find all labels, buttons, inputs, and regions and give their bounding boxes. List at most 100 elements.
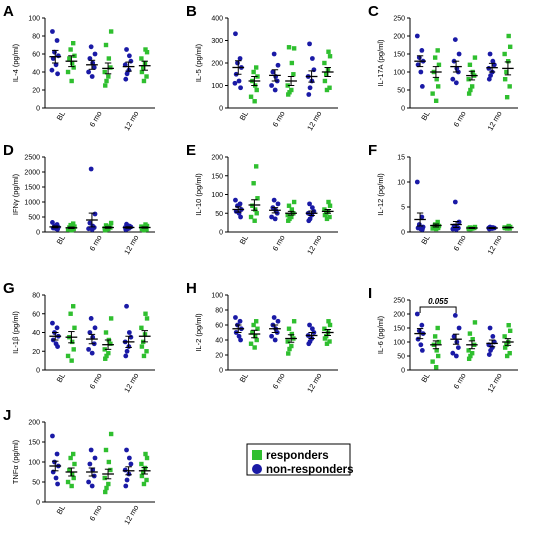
y-tick-label: 1000 [24, 200, 40, 207]
y-tick-label: 100 [28, 16, 40, 23]
point-responder [506, 323, 511, 328]
point-responder [65, 69, 71, 75]
panel-E: E 0 50 100 150 200 IL-10 (pg/ml) BL 6 mo 12 mo [186, 142, 338, 256]
panel-H: H 0 20 40 60 80 100 IL-2 (pg/ml) BL 6 mo 12 mo [186, 280, 338, 394]
y-tick-label: 40 [32, 70, 40, 77]
point-non-responder [419, 322, 425, 328]
point-non-responder [418, 342, 424, 348]
category-label: BL [419, 234, 431, 246]
point-non-responder [419, 48, 425, 53]
y-tick-label: 1500 [24, 185, 40, 192]
point-non-responder [88, 166, 94, 172]
point-responder [139, 69, 145, 75]
point-responder [285, 83, 290, 88]
y-tick-label: 150 [393, 326, 405, 333]
point-non-responder [55, 53, 61, 59]
point-non-responder [128, 58, 134, 64]
point-non-responder [126, 53, 132, 59]
y-tick-label: 0 [401, 368, 405, 375]
point-responder [286, 203, 292, 208]
point-non-responder [275, 62, 281, 68]
point-responder [251, 322, 256, 328]
point-non-responder [275, 318, 281, 324]
point-responder [141, 481, 147, 487]
point-non-responder [452, 37, 458, 42]
point-non-responder [89, 350, 95, 356]
y-axis-label: IL-6 (pg/ml) [376, 315, 385, 354]
point-responder [251, 181, 256, 186]
y-tick-label: 250 [393, 298, 405, 305]
y-tick-label: 40 [32, 330, 40, 337]
point-non-responder [487, 325, 493, 331]
category-label: BL [419, 110, 431, 122]
y-tick-label: 0 [36, 106, 40, 113]
point-responder [507, 351, 512, 356]
panel-I: I 0 50 100 150 200 250 IL-6 (pg/ml) BL 6 mo 12 mo 0… [368, 285, 518, 394]
point-responder [291, 72, 296, 77]
point-responder [470, 337, 475, 342]
point-responder [71, 65, 76, 70]
category-label: BL [55, 372, 67, 384]
point-non-responder [124, 447, 129, 453]
point-responder [432, 55, 438, 60]
point-responder [502, 51, 507, 57]
category-label: 12 mo [122, 234, 140, 257]
point-responder [436, 62, 442, 67]
point-non-responder [486, 352, 492, 357]
point-responder [144, 477, 149, 483]
y-tick-label: 100 [28, 460, 40, 467]
point-responder [69, 358, 74, 363]
y-tick-label: 40 [215, 338, 223, 345]
category-label: 6 mo [88, 110, 104, 129]
point-responder [141, 228, 147, 233]
point-responder [323, 72, 329, 77]
point-responder [69, 339, 75, 345]
point-non-responder [235, 203, 240, 209]
point-responder [253, 164, 259, 169]
point-responder [435, 325, 440, 331]
point-non-responder [86, 346, 91, 352]
point-non-responder [128, 461, 134, 467]
point-responder [69, 78, 74, 84]
point-non-responder [415, 62, 421, 68]
point-non-responder [309, 56, 315, 61]
point-responder [434, 348, 439, 353]
panel-G: G 0 20 40 60 80 IL-1β (pg/ml) BL 6 mo 12 mo [3, 280, 155, 394]
point-responder [432, 334, 438, 339]
point-non-responder [418, 69, 424, 75]
point-non-responder [488, 348, 493, 353]
point-responder [143, 311, 148, 316]
point-responder [104, 78, 109, 84]
point-non-responder [269, 333, 274, 339]
point-non-responder [50, 433, 55, 439]
point-responder [71, 475, 76, 481]
point-non-responder [453, 80, 459, 86]
point-non-responder [311, 67, 317, 73]
point-responder [327, 322, 333, 328]
point-responder [466, 348, 471, 353]
point-responder [324, 341, 330, 346]
point-responder [472, 55, 478, 60]
point-responder [70, 304, 76, 309]
point-responder [139, 473, 145, 479]
point-responder [291, 319, 297, 324]
y-tick-label: 200 [393, 312, 405, 319]
point-responder [466, 91, 472, 96]
category-label: 6 mo [452, 234, 468, 253]
point-responder [103, 489, 108, 495]
y-axis-label: TNFα (pg/ml) [11, 439, 20, 484]
point-responder [108, 316, 114, 321]
point-non-responder [306, 218, 312, 224]
y-tick-label: 0 [36, 368, 40, 375]
point-responder [72, 325, 77, 331]
point-non-responder [50, 29, 55, 34]
point-responder [435, 84, 441, 89]
point-responder [104, 485, 109, 491]
point-non-responder [232, 80, 238, 86]
point-responder [250, 203, 255, 208]
point-responder [68, 455, 73, 461]
point-responder [71, 347, 76, 352]
point-responder [108, 65, 113, 70]
point-non-responder [50, 220, 55, 225]
